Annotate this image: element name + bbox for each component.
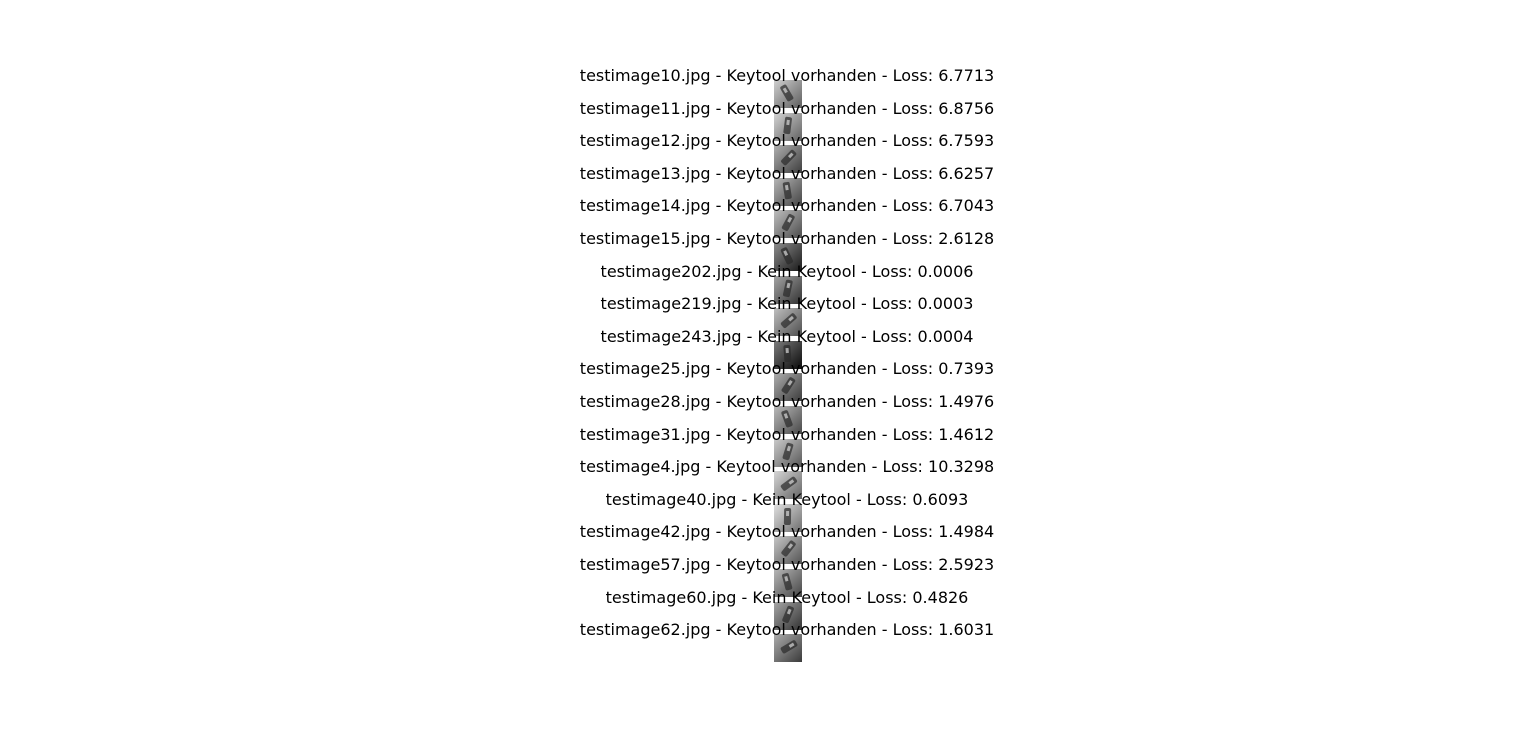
result-thumbnail-image bbox=[774, 275, 802, 304]
result-row: testimage11.jpg - Keytool vorhanden - Lo… bbox=[0, 98, 1536, 141]
result-row: testimage4.jpg - Keytool vorhanden - Los… bbox=[0, 457, 1536, 500]
result-thumbnail-image bbox=[774, 406, 802, 434]
result-caption: testimage57.jpg - Keytool vorhanden - Lo… bbox=[579, 555, 995, 574]
result-caption: testimage42.jpg - Keytool vorhanden - Lo… bbox=[579, 522, 995, 542]
result-thumbnail-image bbox=[774, 340, 802, 369]
result-caption: testimage40.jpg - Kein Keytool - Loss: 0… bbox=[605, 489, 969, 509]
result-thumbnail-image bbox=[774, 503, 802, 532]
result-thumbnail-image bbox=[774, 308, 802, 337]
result-caption: testimage13.jpg - Keytool vorhanden - Lo… bbox=[579, 163, 995, 183]
result-caption: testimage25.jpg - Keytool vorhanden - Lo… bbox=[579, 359, 995, 379]
result-row: testimage57.jpg - Keytool vorhanden - Lo… bbox=[0, 555, 1536, 597]
result-caption: testimage202.jpg - Kein Keytool - Loss: … bbox=[600, 261, 974, 281]
result-caption: testimage15.jpg - Keytool vorhanden - Lo… bbox=[579, 229, 995, 248]
result-thumbnail-image bbox=[774, 177, 802, 206]
result-row: testimage42.jpg - Keytool vorhanden - Lo… bbox=[0, 522, 1536, 565]
result-thumbnail-image bbox=[774, 210, 802, 239]
result-row: testimage31.jpg - Keytool vorhanden - Lo… bbox=[0, 424, 1536, 467]
result-row: testimage15.jpg - Keytool vorhanden - Lo… bbox=[0, 229, 1536, 271]
result-thumbnail-image bbox=[774, 112, 802, 141]
result-row: testimage62.jpg - Keytool vorhanden - Lo… bbox=[0, 620, 1536, 663]
result-caption: testimage219.jpg - Kein Keytool - Loss: … bbox=[600, 294, 974, 314]
result-thumbnail-image bbox=[774, 601, 802, 630]
result-thumbnail-image bbox=[774, 243, 802, 271]
result-row: testimage60.jpg - Kein Keytool - Loss: 0… bbox=[0, 587, 1536, 630]
result-row: testimage25.jpg - Keytool vorhanden - Lo… bbox=[0, 359, 1536, 402]
result-thumbnail-image bbox=[774, 536, 802, 565]
result-row: testimage10.jpg - Keytool vorhanden - Lo… bbox=[0, 66, 1536, 108]
result-caption: testimage4.jpg - Keytool vorhanden - Los… bbox=[579, 457, 995, 477]
result-caption: testimage11.jpg - Keytool vorhanden - Lo… bbox=[579, 98, 995, 118]
result-caption: testimage12.jpg - Keytool vorhanden - Lo… bbox=[579, 131, 995, 151]
result-thumbnail-image bbox=[774, 569, 802, 597]
result-thumbnail-image bbox=[774, 145, 802, 174]
result-thumbnail-image bbox=[774, 438, 802, 467]
result-row: testimage40.jpg - Kein Keytool - Loss: 0… bbox=[0, 489, 1536, 532]
result-thumbnail-image bbox=[774, 634, 802, 663]
result-caption: testimage28.jpg - Keytool vorhanden - Lo… bbox=[579, 392, 995, 411]
result-row: testimage243.jpg - Kein Keytool - Loss: … bbox=[0, 326, 1536, 369]
result-caption: testimage31.jpg - Keytool vorhanden - Lo… bbox=[579, 424, 995, 444]
result-thumbnail-image bbox=[774, 80, 802, 108]
result-caption: testimage62.jpg - Keytool vorhanden - Lo… bbox=[579, 620, 995, 640]
result-row: testimage28.jpg - Keytool vorhanden - Lo… bbox=[0, 392, 1536, 434]
result-caption: testimage14.jpg - Keytool vorhanden - Lo… bbox=[579, 196, 995, 216]
result-caption: testimage10.jpg - Keytool vorhanden - Lo… bbox=[579, 66, 995, 85]
result-row: testimage202.jpg - Kein Keytool - Loss: … bbox=[0, 261, 1536, 304]
result-thumbnail-image bbox=[774, 373, 802, 402]
result-row: testimage12.jpg - Keytool vorhanden - Lo… bbox=[0, 131, 1536, 174]
result-caption: testimage243.jpg - Kein Keytool - Loss: … bbox=[600, 326, 974, 346]
result-row: testimage14.jpg - Keytool vorhanden - Lo… bbox=[0, 196, 1536, 239]
result-row: testimage13.jpg - Keytool vorhanden - Lo… bbox=[0, 163, 1536, 206]
result-row: testimage219.jpg - Kein Keytool - Loss: … bbox=[0, 294, 1536, 337]
result-thumbnail-image bbox=[774, 471, 802, 500]
result-caption: testimage60.jpg - Kein Keytool - Loss: 0… bbox=[605, 587, 969, 607]
